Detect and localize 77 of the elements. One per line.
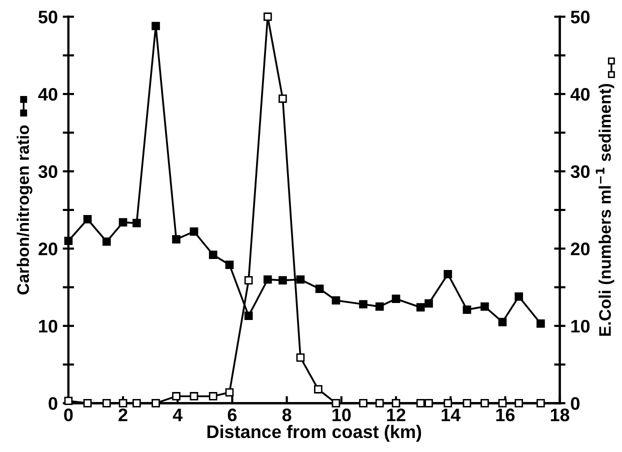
point: [375, 302, 384, 311]
x-tick-label: 0: [64, 408, 73, 422]
y-axis-title: Carbon/nitrogen ratio: [16, 125, 32, 294]
point: [190, 227, 198, 236]
point: [172, 392, 180, 400]
point: [264, 275, 272, 284]
x-tick-label: 12: [387, 408, 406, 422]
y-tick-label: 0: [48, 397, 58, 410]
point: [264, 12, 272, 21]
y2-tick-label: 50: [570, 10, 590, 24]
point: [514, 399, 524, 408]
x-tick-label: 6: [228, 408, 237, 422]
x-tick-label: 8: [282, 408, 292, 422]
point: [132, 399, 141, 408]
point: [359, 399, 368, 408]
point: [416, 303, 425, 312]
point: [498, 318, 507, 326]
point: [332, 399, 340, 408]
point: [444, 270, 452, 278]
y2-tick-label: 10: [571, 320, 590, 333]
point: [132, 218, 141, 228]
y-tick-label: 10: [39, 320, 58, 333]
point: [536, 399, 545, 408]
point: [102, 399, 111, 408]
x-axis-title: Distance from coast (km): [207, 424, 422, 442]
point: [278, 276, 287, 284]
point: [102, 237, 111, 246]
x-tick-label: 4: [172, 408, 183, 422]
point: [416, 399, 425, 408]
point: [514, 292, 524, 301]
y-tick-label: 30: [38, 165, 58, 178]
point: [498, 399, 507, 408]
point: [225, 260, 234, 269]
point: [296, 275, 305, 284]
point: [359, 300, 368, 308]
y2-axis-title: E.Coli (numbers ml$^{−1}$ sediment): [596, 84, 614, 336]
point: [244, 312, 253, 320]
point: [392, 399, 400, 408]
point: [392, 294, 400, 304]
x-tick-label: 2: [118, 408, 128, 422]
y2-tick-label: 0: [570, 397, 580, 410]
point: [278, 94, 287, 103]
y-tick-label: 40: [38, 88, 58, 101]
point: [296, 353, 305, 362]
point: [424, 399, 433, 408]
point: [375, 399, 384, 408]
point: [480, 399, 489, 408]
point: [208, 250, 218, 259]
point: [83, 215, 92, 224]
x-tick-label: 18: [550, 408, 570, 422]
point: [208, 392, 218, 400]
x-tick-label: 10: [332, 408, 351, 422]
y-tick-label: 20: [38, 242, 58, 256]
x-tick-label: 16: [496, 408, 515, 422]
point: [83, 399, 92, 408]
point: [244, 276, 253, 284]
point: [462, 399, 472, 408]
point: [444, 399, 452, 408]
point: [152, 22, 160, 30]
point: [172, 235, 180, 244]
point: [118, 399, 128, 408]
point: [118, 218, 128, 226]
point: [190, 392, 198, 400]
y2-tick-label: 20: [570, 242, 590, 256]
point: [462, 305, 472, 314]
point: [480, 302, 489, 311]
point: [152, 399, 160, 408]
point: [225, 388, 234, 397]
point: [332, 296, 340, 305]
y2-tick-label: 30: [570, 165, 590, 178]
point: [424, 299, 433, 308]
point: [314, 385, 322, 394]
point: [536, 319, 545, 328]
x-tick-label: 14: [442, 408, 461, 422]
y-tick-label: 50: [38, 10, 58, 24]
y2-tick-label: 40: [570, 88, 590, 101]
point: [315, 284, 324, 293]
